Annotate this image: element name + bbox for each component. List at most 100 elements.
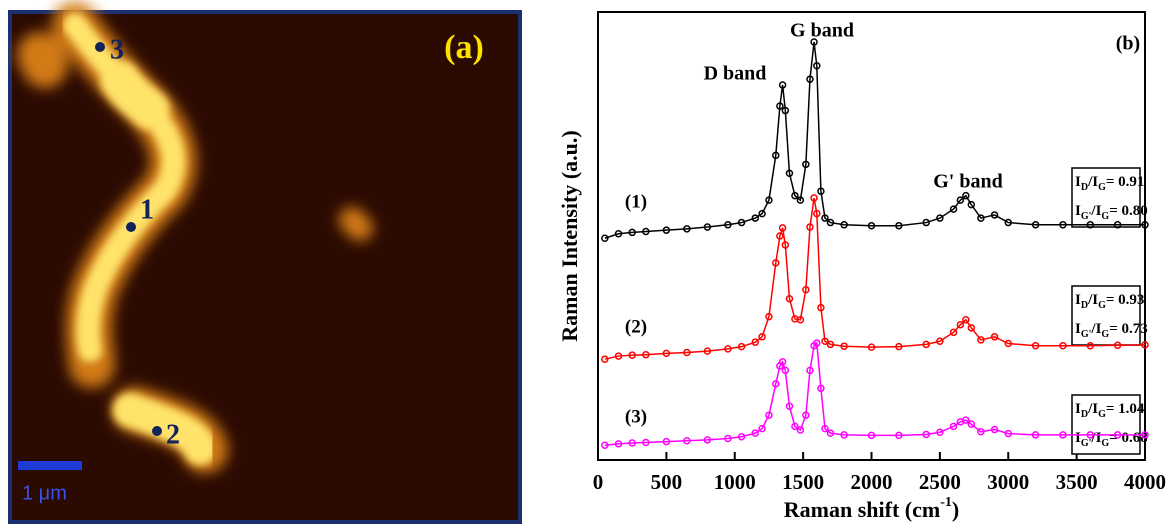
spectrum-point [962,191,970,200]
spectrum-point [1113,431,1122,439]
ratio-text-part: G' [1081,329,1092,340]
spectrum-point [802,160,810,169]
spectrum-point [772,259,780,267]
spectrum-point [628,351,636,359]
spectrum-point [724,434,732,443]
spectrum-point [772,380,780,388]
spectrum-point [977,214,985,222]
spectrum-point [956,320,965,329]
spectrum-point [840,342,848,350]
ratio-text-part: /I [1087,292,1098,308]
spectrum-point [776,102,784,110]
spectrum-point [895,342,903,351]
spectrum-point [683,348,691,357]
ratio-text-part: G [1098,409,1106,420]
spectrum-point [802,411,810,419]
spectrum-point [962,416,970,424]
spectrum-point [1059,221,1067,229]
spectrum-point [758,424,766,433]
x-tick-label: 1500 [782,470,824,494]
spectrum-point [967,324,976,332]
ratio-text: ID/IG= 0.93 [1075,292,1144,311]
ratio-text-part: G [1098,182,1106,193]
spectrum-point [936,337,944,346]
spectrum-point [956,196,965,204]
x-tick-label: 4000 [1124,470,1166,494]
spectrum-point [990,211,999,219]
spectrum-point [810,38,818,46]
spectrum-point [867,221,876,230]
spectrum-point [662,349,671,358]
spectrum-point [785,294,794,303]
panel-label: (a) [444,29,484,66]
spectrum-point [813,339,821,347]
ratio-text-part: = 1.04 [1106,401,1145,417]
spectrum-point [765,196,773,204]
spectrum-point [922,218,930,227]
ratio-text-part: = 0.73 [1109,321,1148,337]
spectrum-point [785,402,794,410]
ratio-text-part: I [1075,321,1081,337]
spectrum-point [949,205,958,213]
spectrum-point [751,429,760,437]
spectrum-point [791,422,799,431]
spectrum-point [781,366,790,375]
spectrum-point [1086,431,1095,439]
spectrum-point [796,426,805,434]
spectrum-point [817,187,825,195]
spectrum-point [817,384,825,393]
spectrum-point [1059,431,1067,439]
scale-bar [18,461,82,470]
spectrum-point [821,337,829,346]
spectrum-point [791,191,799,200]
spectrum-point [977,428,985,436]
ratio-text-part: G [1101,329,1109,340]
spectrum-point [758,209,766,218]
spectrum-point [601,355,609,363]
spectrum-point [949,422,958,431]
spectrum-point [1004,339,1012,348]
series-label: (1) [625,191,647,212]
spectrum-point [737,218,746,227]
ratio-text-part: D [1081,300,1088,311]
spectrum-point [628,228,636,237]
spectrum-point [785,169,794,178]
spectrum-point [1004,429,1012,438]
spectrum-point [806,366,814,375]
spectrum-point [642,227,650,236]
spectrum-point [922,340,930,349]
x-tick-label: 3500 [1056,470,1098,494]
spectrum-point [813,62,821,70]
spectrum-point [703,436,712,444]
ratio-text-part: I [1075,174,1081,190]
spectrum-point [601,234,609,242]
peak-annotation: G band [790,20,854,42]
spectrum-point [1059,342,1067,350]
spectrum-point [776,232,784,240]
panel-label: (b) [1116,33,1140,55]
ratio-text-part: I [1075,292,1081,308]
spectrum-point [1141,341,1149,349]
x-axis-label-part: Raman shift (cm [784,497,940,522]
x-tick-label: 500 [651,470,683,494]
x-tick-label: 1000 [714,470,756,494]
spectrum-point [781,106,790,115]
spectrum-point [796,196,805,204]
spectrum-point [1141,221,1149,229]
x-axis-label-part: -1 [940,495,952,510]
spectrum-point [867,431,876,440]
x-tick-label: 0 [593,470,604,494]
spectrum-panel: 0 500 1000 1500 2000 2500 3000 3500 4000 Raman sh… [557,11,1166,522]
spectrum-point [1086,221,1095,229]
spectrum-point [1031,342,1040,350]
spectrum-point [826,340,835,349]
spectrum-point [990,333,999,341]
spectrum-point [724,345,732,353]
ratio-text: ID/IG= 0.91 [1075,174,1144,193]
spectrum-point [967,200,976,209]
point-marker [95,42,105,52]
spectrum-point [802,286,810,294]
ratio-box [1071,394,1141,455]
spectrum-line [604,197,1146,360]
